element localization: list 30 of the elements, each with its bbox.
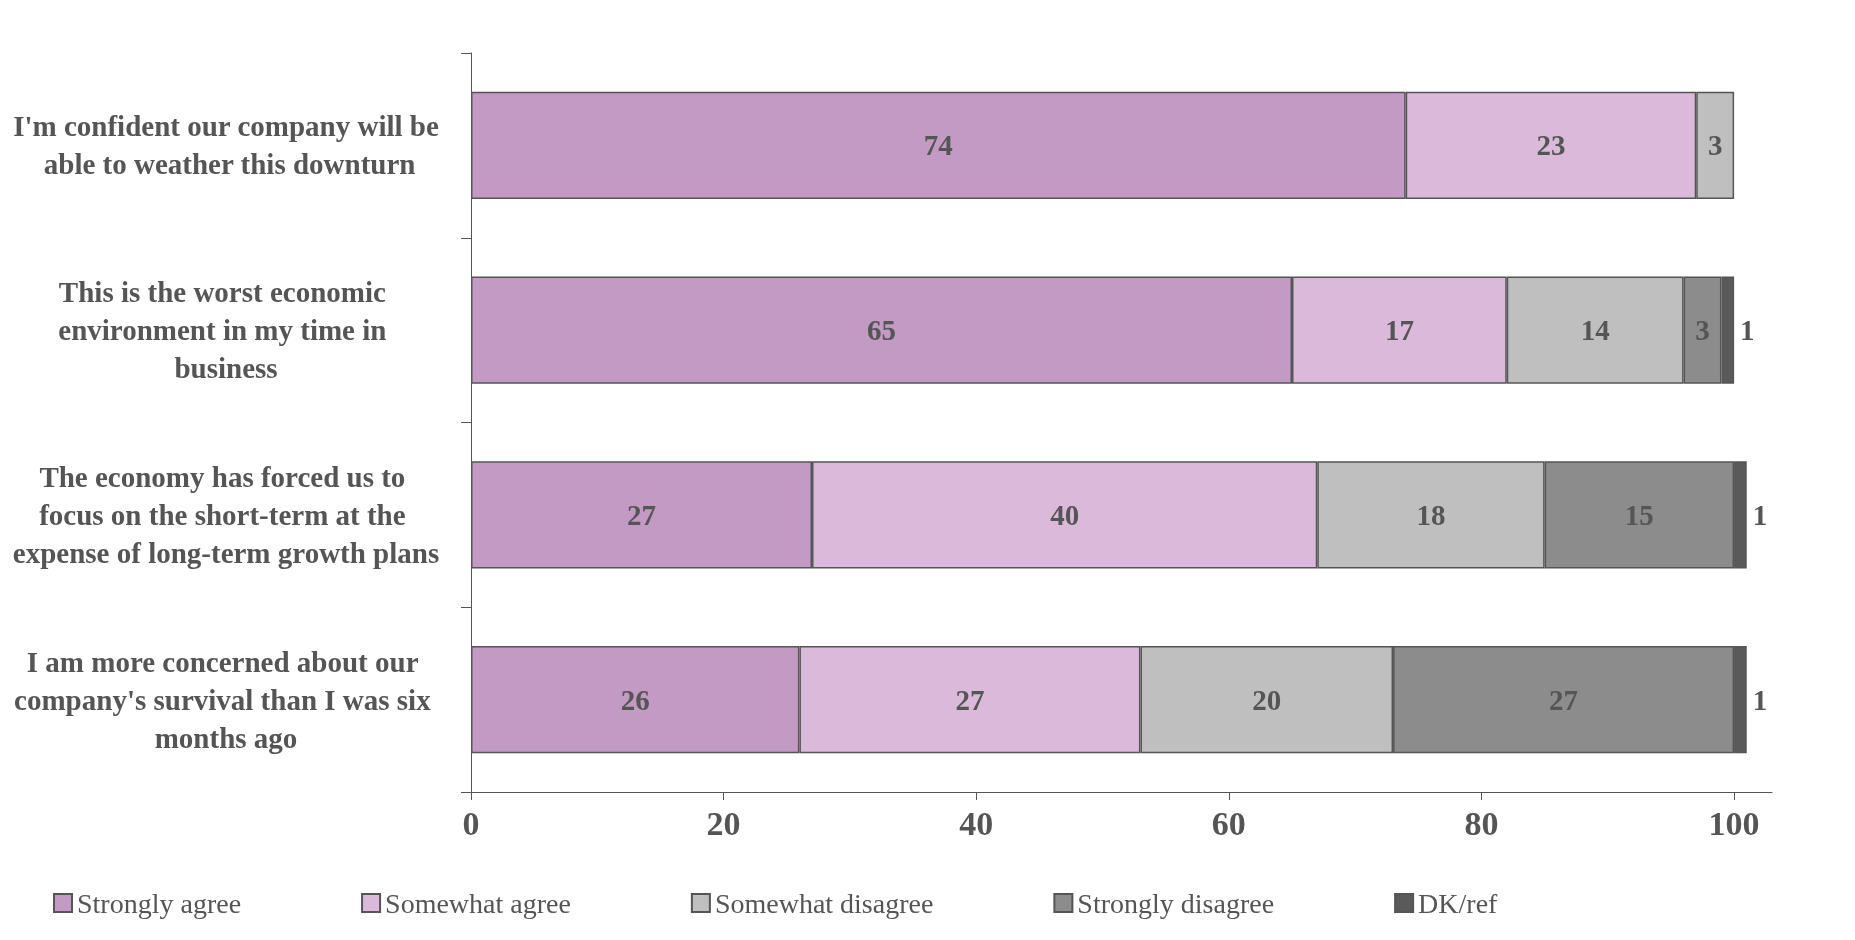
y-tick-label: I'm confident our company will be able to weather this downturn [13, 110, 439, 181]
legend-label: Somewhat disagree [714, 887, 934, 919]
legend-label: Strongly agree [77, 887, 242, 919]
x-tick-label: 60 [1211, 804, 1246, 842]
data-label: 65 [867, 314, 897, 347]
data-label: 27 [955, 683, 985, 716]
x-tick-label: 0 [462, 804, 480, 842]
data-label: 74 [923, 129, 953, 162]
legend-label: Strongly disagree [1077, 887, 1275, 919]
y-tick-label: The economy has forced us to focus on the short-term at the expense of long-term growth plans [12, 460, 440, 569]
y-tick-label: This is the worst economic environment in my time in business [58, 276, 394, 385]
data-label: 14 [1580, 314, 1610, 347]
x-tick-label: 100 [1708, 804, 1760, 842]
data-label: 20 [1252, 683, 1282, 716]
x-tick-label: 80 [1464, 804, 1499, 842]
data-label: 23 [1536, 129, 1566, 162]
legend-label: DK/ref [1418, 887, 1499, 919]
data-label: 18 [1416, 498, 1446, 531]
data-label: 27 [627, 498, 657, 531]
data-label: 17 [1384, 314, 1414, 347]
data-label: 1 [1752, 498, 1768, 531]
data-label: 1 [1740, 314, 1755, 347]
x-tick-label: 40 [959, 804, 994, 842]
y-tick-label: I am more concerned about our company's survival than I was six months ago [14, 645, 438, 754]
data-label: 1 [1752, 683, 1768, 716]
data-label: 3 [1707, 129, 1723, 162]
x-tick-label: 20 [706, 804, 741, 842]
legend-label: Somewhat agree [385, 887, 571, 919]
data-label: 26 [620, 683, 650, 716]
data-label: 40 [1050, 498, 1080, 531]
